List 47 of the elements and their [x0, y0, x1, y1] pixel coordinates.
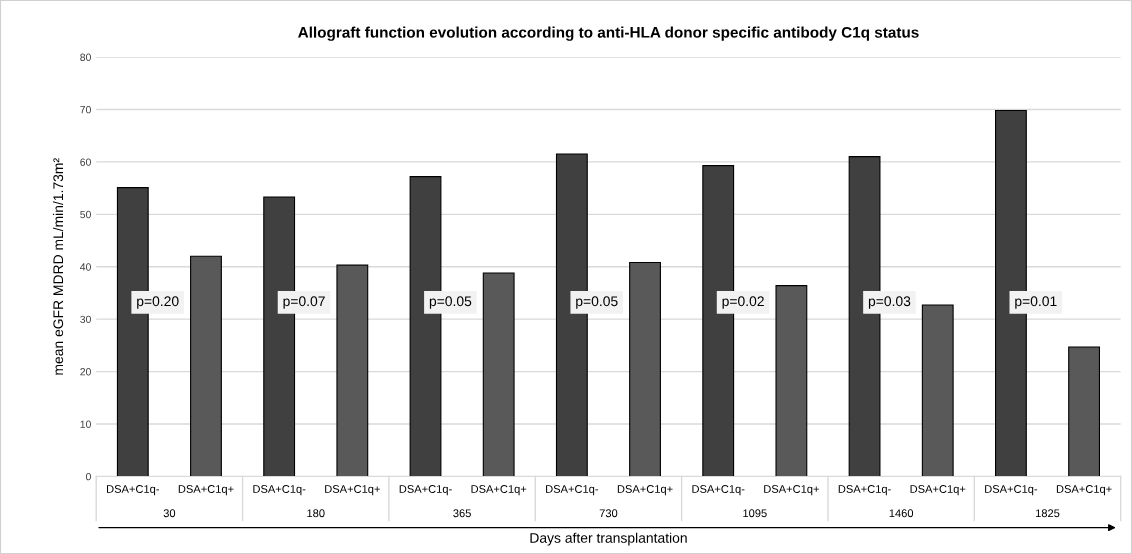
- annotation: p=0.05: [429, 296, 472, 309]
- x-tick-label: 730: [599, 509, 618, 518]
- y-tick-label: 10: [80, 420, 91, 428]
- y-tick-label: 0: [85, 472, 91, 481]
- text: DSA+C1q+: [1056, 485, 1112, 496]
- text: DSA+C1q+: [325, 485, 380, 496]
- y-tick-label: 30: [80, 315, 91, 324]
- x-tick-label: 1460: [889, 509, 914, 518]
- annotation: p=0.05: [576, 296, 618, 309]
- x-tick-label: 1825: [1035, 509, 1060, 518]
- text: DSA+C1q+: [471, 485, 527, 496]
- text: DSA+C1q-: [838, 485, 891, 496]
- bar: [775, 285, 808, 477]
- series-label: DSA+C1q-: [107, 485, 160, 496]
- text: DSA+C1q+: [617, 485, 673, 496]
- text: DSA+C1q+: [910, 485, 966, 496]
- chart-title: Allograft function evolution according to anti-HLA donor specific antibody C1q status: [298, 26, 919, 41]
- bar: [482, 272, 515, 477]
- y-tick-label: 70: [80, 105, 91, 114]
- y-tick-label: 40: [80, 263, 91, 271]
- y-tick-label: 60: [80, 158, 91, 166]
- text: DSA+C1q-: [692, 485, 745, 496]
- bar: [190, 255, 222, 477]
- bar: [921, 304, 954, 477]
- annotation: p=0.20: [137, 296, 179, 309]
- text: DSA+C1q-: [399, 485, 452, 496]
- annotation: p=0.03: [868, 296, 911, 309]
- x-axis-title: Days after transplantation: [530, 532, 687, 546]
- x-tick-label: 1095: [743, 509, 767, 518]
- annotation: p=0.07: [283, 296, 325, 309]
- bar: [629, 262, 661, 477]
- text: DSA+C1q+: [764, 485, 819, 496]
- x-tick-label: 180: [307, 509, 325, 518]
- text: DSA+C1q-: [253, 485, 306, 496]
- y-tick-label: 80: [80, 53, 91, 61]
- x-tick-label: 365: [453, 509, 471, 518]
- text: DSA+C1q-: [985, 485, 1038, 496]
- text: DSA+C1q-: [546, 485, 599, 496]
- series-label: DSA+C1q+: [178, 485, 234, 496]
- bar: [1068, 346, 1101, 477]
- y-axis-title: mean eGFR MDRD mL/min/1.73m²: [52, 158, 64, 375]
- x-tick-label: 30: [163, 509, 176, 518]
- bar: [336, 264, 369, 477]
- annotation: p=0.02: [722, 296, 764, 309]
- annotation: p=0.01: [1015, 296, 1057, 309]
- y-tick-label: 20: [80, 368, 91, 376]
- y-tick-label: 50: [80, 210, 91, 219]
